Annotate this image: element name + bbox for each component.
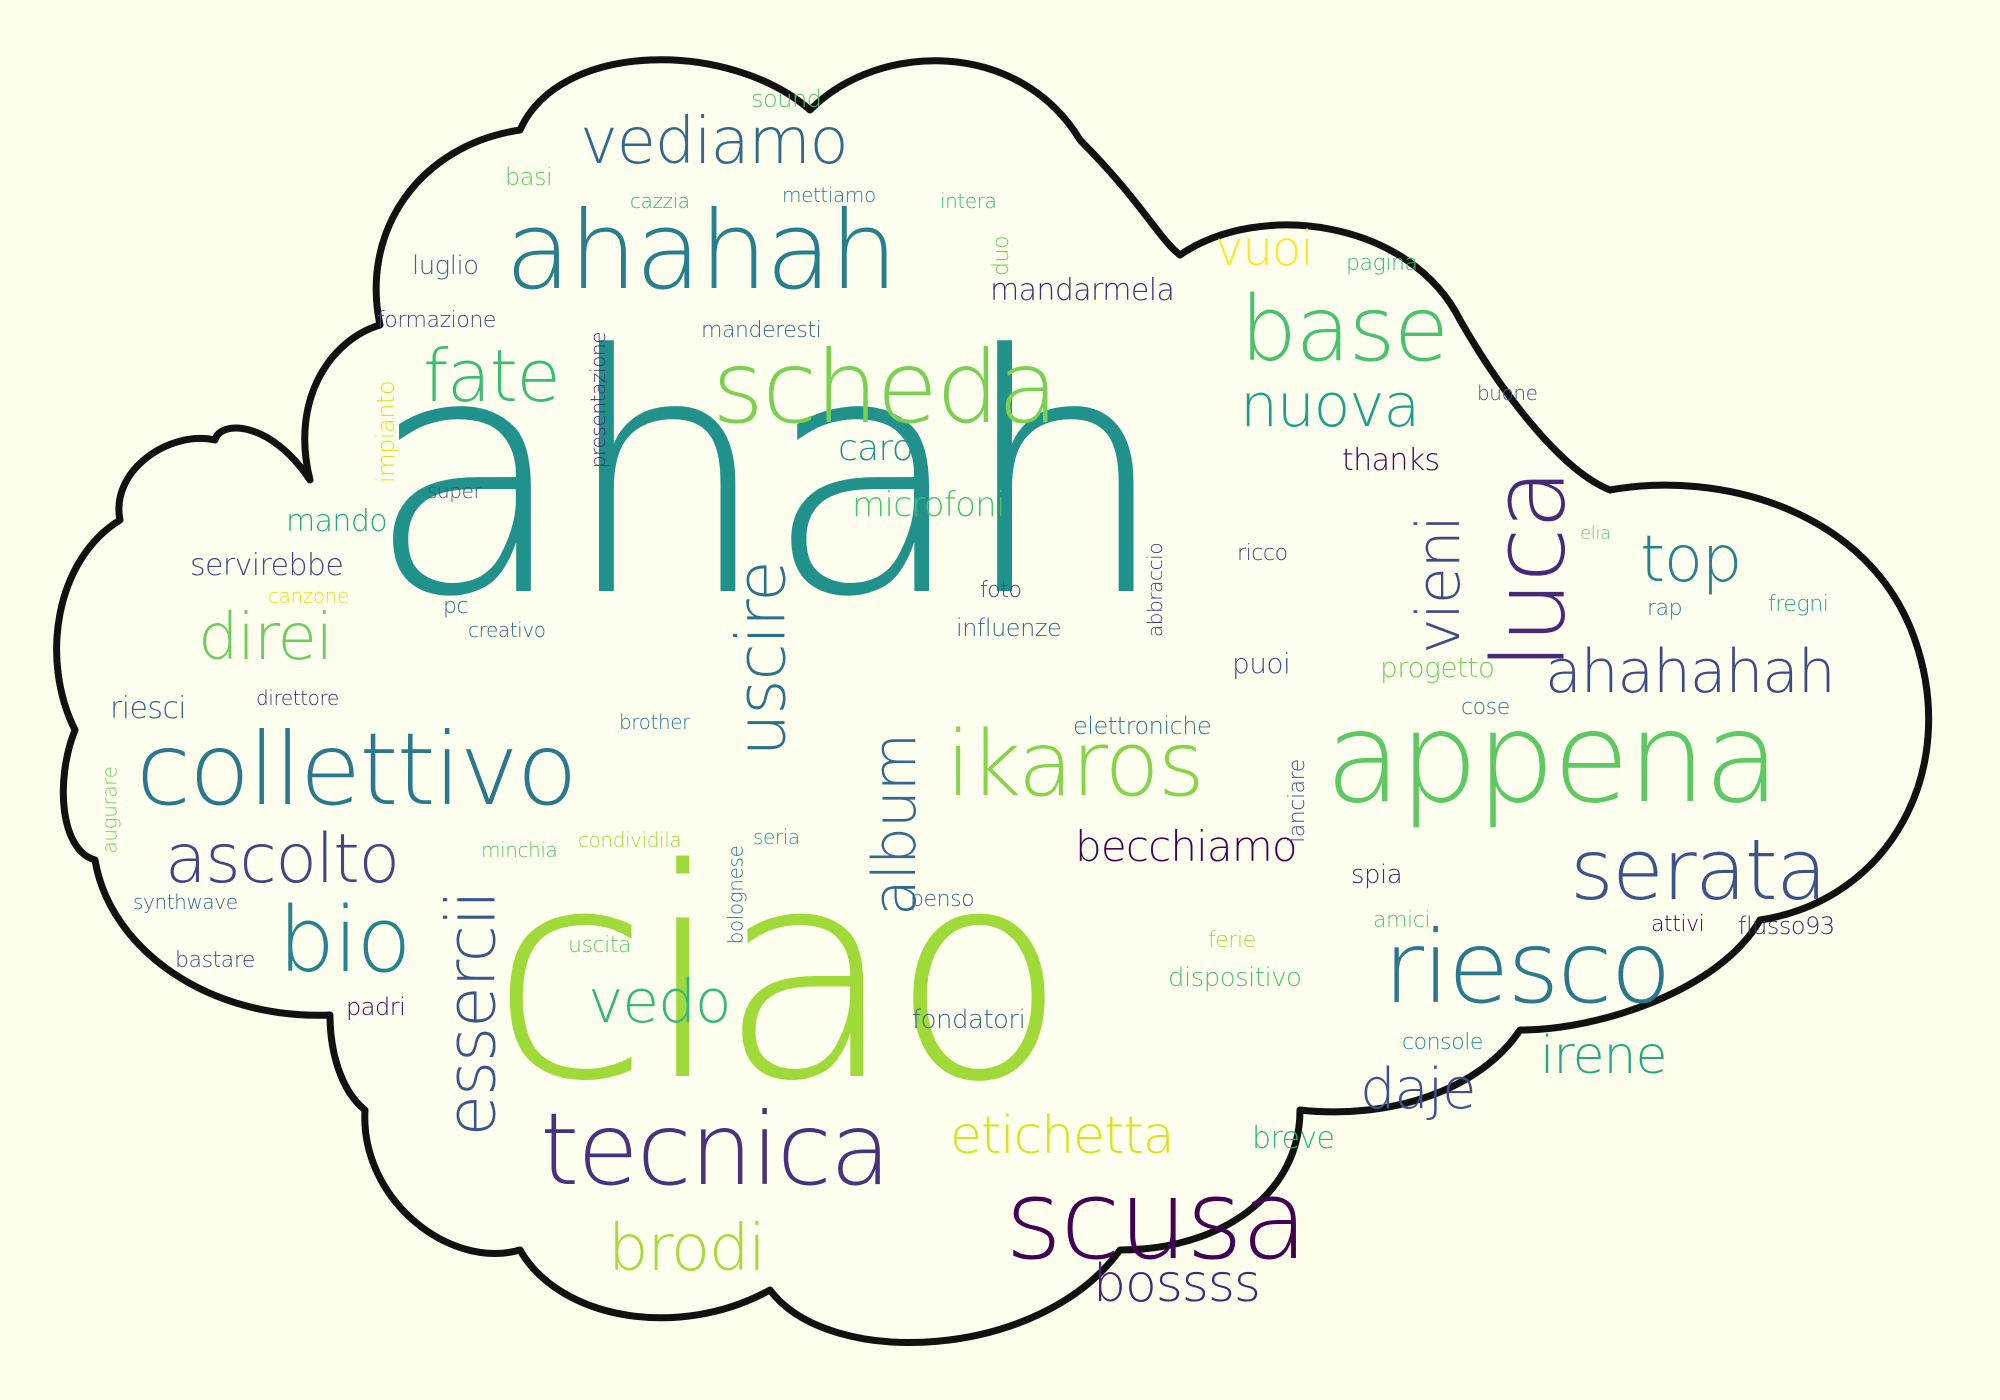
- word-vuoi: vuoi: [1215, 221, 1314, 277]
- word-synthwave: synthwave: [133, 890, 238, 914]
- word-flusso93: flusso93: [1738, 912, 1835, 940]
- word-elettroniche: elettroniche: [1073, 712, 1212, 740]
- word-super: super: [427, 479, 482, 503]
- word-formazione: formazione: [377, 308, 496, 333]
- word-bolognese: bolognese: [723, 845, 748, 945]
- word-uscita: uscita: [568, 933, 632, 958]
- word-manderesti: manderesti: [701, 318, 822, 343]
- word-scheda: scheda: [712, 329, 1059, 446]
- word-dispositivo: dispositivo: [1168, 963, 1302, 993]
- word-vediamo: vediamo: [580, 105, 849, 179]
- word-buone: buone: [1477, 381, 1538, 405]
- word-ikaros: ikaros: [946, 712, 1205, 817]
- word-uscire: uscire: [722, 561, 802, 757]
- word-vieni: vieni: [1403, 516, 1474, 654]
- word-caro: caro: [838, 428, 914, 469]
- word-microfoni: microfoni: [852, 485, 1006, 525]
- word-mandarmela: mandarmela: [990, 273, 1175, 308]
- word-etichetta: etichetta: [950, 1106, 1175, 1166]
- word-amici: amici: [1373, 908, 1431, 933]
- word-duo: duo: [989, 235, 1015, 277]
- word-sound: sound: [751, 85, 822, 113]
- word-seria: seria: [753, 825, 800, 849]
- word-console: console: [1402, 1030, 1483, 1055]
- word-ahahahah: ahahahah: [1545, 637, 1836, 707]
- word-pc: pc: [443, 594, 469, 619]
- word-abbraccio: abbraccio: [1143, 542, 1168, 638]
- word-nuova: nuova: [1240, 371, 1420, 441]
- word-lanciare: lanciare: [1284, 759, 1310, 843]
- word-pagina: pagina: [1346, 251, 1418, 276]
- word-intera: intera: [940, 189, 997, 213]
- word-bossss: bossss: [1093, 1254, 1261, 1314]
- word-minchia: minchia: [481, 838, 558, 862]
- word-attivi: attivi: [1651, 912, 1705, 937]
- word-collettivo: collettivo: [136, 711, 578, 828]
- word-bio: bio: [278, 888, 412, 993]
- word-ferie: ferie: [1208, 928, 1256, 953]
- word-ahahah: ahahah: [505, 189, 898, 314]
- word-penso: penso: [910, 887, 975, 912]
- word-servirebbe: servirebbe: [190, 548, 344, 583]
- word-ricco: ricco: [1237, 541, 1288, 566]
- word-essercii: essercii: [432, 891, 512, 1137]
- word-breve: breve: [1252, 1121, 1335, 1156]
- word-direi: direi: [198, 601, 333, 675]
- word-basi: basi: [505, 163, 553, 191]
- word-appena: appena: [1325, 686, 1781, 831]
- word-riesci: riesci: [110, 691, 187, 726]
- word-serata: serata: [1570, 821, 1827, 919]
- word-mando: mando: [286, 504, 388, 539]
- word-canzone: canzone: [268, 584, 349, 608]
- word-puoi: puoi: [1232, 647, 1291, 680]
- word-ahah: ahah: [366, 285, 1169, 669]
- word-augurare: augurare: [97, 766, 122, 854]
- word-brother: brother: [619, 710, 690, 734]
- word-luglio: luglio: [412, 251, 479, 281]
- word-padri: padri: [346, 993, 406, 1021]
- word-fregni: fregni: [1768, 592, 1829, 617]
- word-cose: cose: [1461, 695, 1510, 720]
- word-thanks: thanks: [1342, 443, 1440, 478]
- word-tecnica: tecnica: [540, 1091, 891, 1208]
- word-base: base: [1240, 277, 1449, 382]
- word-spia: spia: [1351, 860, 1403, 890]
- cloud-outline: [53, 56, 1933, 1346]
- word-progetto: progetto: [1380, 651, 1495, 684]
- word-fondatori: fondatori: [912, 1005, 1026, 1035]
- word-impianto: impianto: [372, 380, 401, 484]
- word-fate: fate: [423, 334, 561, 418]
- word-elia: elia: [1580, 523, 1611, 544]
- word-condividila: condividila: [578, 828, 682, 852]
- word-rap: rap: [1647, 596, 1683, 621]
- word-creativo: creativo: [468, 618, 546, 642]
- word-cazzia: cazzia: [630, 189, 690, 213]
- word-ascolto: ascolto: [165, 820, 400, 899]
- word-irene: irene: [1540, 1026, 1667, 1086]
- word-vedo: vedo: [588, 967, 732, 1037]
- word-riesco: riesco: [1383, 909, 1672, 1026]
- word-brodi: brodi: [608, 1212, 766, 1286]
- word-top: top: [1640, 523, 1742, 597]
- word-daje: daje: [1360, 1057, 1477, 1122]
- word-direttore: direttore: [256, 686, 339, 710]
- word-presentazione: presentazione: [586, 331, 611, 469]
- word-bastare: bastare: [175, 948, 256, 973]
- word-foto: foto: [980, 578, 1022, 603]
- word-becchiamo: becchiamo: [1075, 822, 1298, 871]
- word-scusa: scusa: [1005, 1156, 1308, 1284]
- word-influenze: influenze: [956, 614, 1062, 642]
- word-ciao: ciao: [490, 808, 1068, 1145]
- word-mettiamo: mettiamo: [782, 183, 876, 207]
